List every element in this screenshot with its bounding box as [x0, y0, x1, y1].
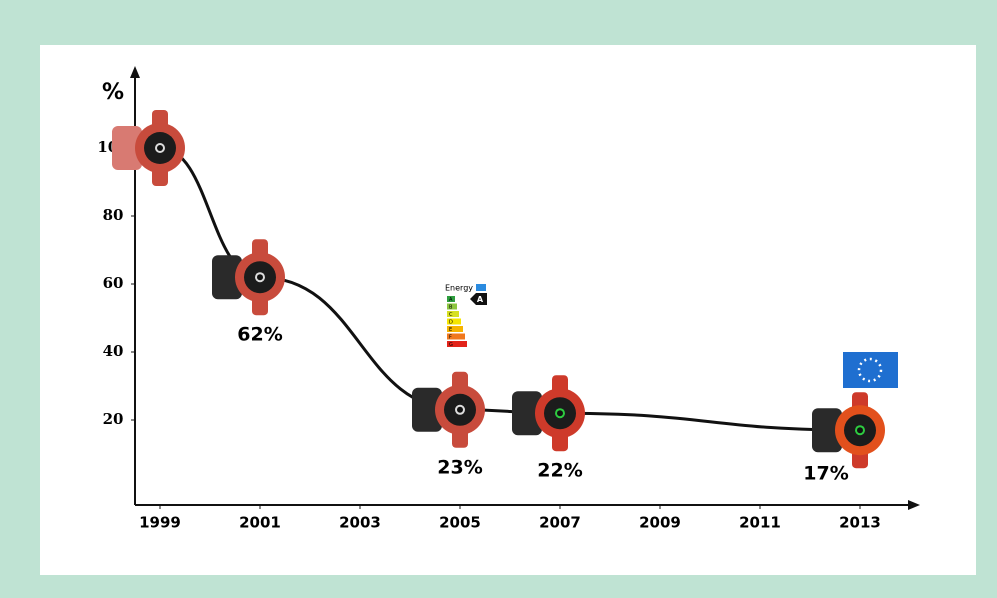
value-label: 17%: [803, 463, 848, 485]
y-tick-label: 40: [103, 342, 124, 360]
energy-class: A: [449, 297, 453, 303]
value-label: 23%: [437, 456, 482, 478]
energy-class: D: [449, 320, 453, 326]
energy-label-grade: A: [477, 295, 484, 304]
energy-class: E: [449, 327, 452, 333]
point: [157, 145, 163, 151]
energy-label-title: Energy: [445, 284, 473, 293]
x-tick-label: 1999: [139, 514, 181, 532]
x-tick-label: 2011: [739, 514, 781, 532]
x-tick-label: 2013: [839, 514, 881, 532]
point: [457, 407, 463, 413]
x-tick-label: 2009: [639, 514, 681, 532]
energy-class: B: [449, 305, 453, 311]
x-tick-label: 2007: [539, 514, 581, 532]
energy-class: C: [449, 312, 453, 318]
page: {"chart_data": {"type": "line", "y_label…: [0, 0, 997, 598]
point: [557, 410, 563, 416]
point: [257, 274, 263, 280]
value-label: 22%: [537, 460, 582, 482]
y-tick-label: 60: [103, 274, 124, 292]
energy-class: G: [449, 342, 453, 348]
value-label: 62%: [237, 324, 282, 346]
x-tick-label: 2003: [339, 514, 381, 532]
x-tick-label: 2005: [439, 514, 481, 532]
y-tick-label: 20: [103, 410, 124, 428]
y-axis-label: %: [102, 80, 124, 105]
eu-flag: [843, 352, 898, 388]
point: [857, 427, 863, 433]
y-tick-label: 80: [103, 206, 124, 224]
chart: % Energy A ABCDEFG 204060801001999200120…: [0, 0, 997, 598]
x-tick-label: 2001: [239, 514, 281, 532]
energy-class: F: [449, 335, 452, 341]
panel: [40, 45, 976, 575]
